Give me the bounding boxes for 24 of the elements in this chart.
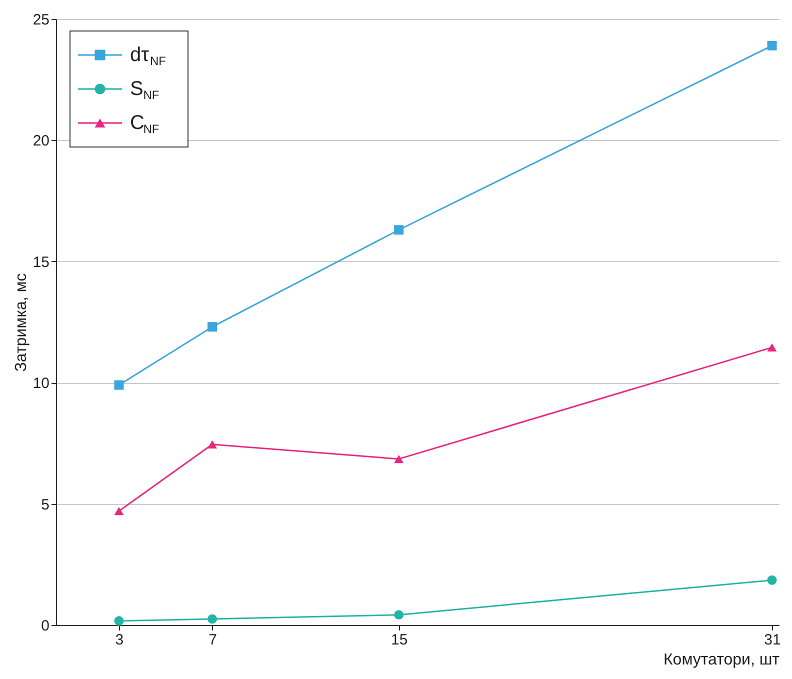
- x-tick-label: 15: [391, 632, 408, 648]
- point: [208, 614, 218, 624]
- point: [114, 506, 124, 516]
- y-tick-label: 25: [32, 12, 50, 28]
- point: [767, 343, 777, 352]
- point: [394, 225, 404, 235]
- x-tick-label: 7: [208, 632, 217, 648]
- point: [114, 616, 124, 626]
- point: [114, 380, 124, 390]
- x-tick-label: 3: [115, 632, 124, 648]
- x-tick-label: 31: [764, 632, 781, 648]
- point: [394, 454, 404, 464]
- y-tick-label: 0: [41, 618, 50, 634]
- x-axis-title: Комутатори, шт: [663, 652, 780, 668]
- y-tick-label: 20: [32, 132, 50, 150]
- point: [394, 610, 404, 620]
- y-axis-title: Затримка, мс: [12, 273, 30, 372]
- point: [767, 40, 777, 50]
- y-tick-label: 5: [41, 496, 50, 514]
- point: [208, 322, 218, 332]
- point: [767, 575, 777, 585]
- y-tick-label: 15: [32, 254, 50, 271]
- y-tick-label: 10: [32, 375, 50, 392]
- point: [208, 440, 218, 449]
